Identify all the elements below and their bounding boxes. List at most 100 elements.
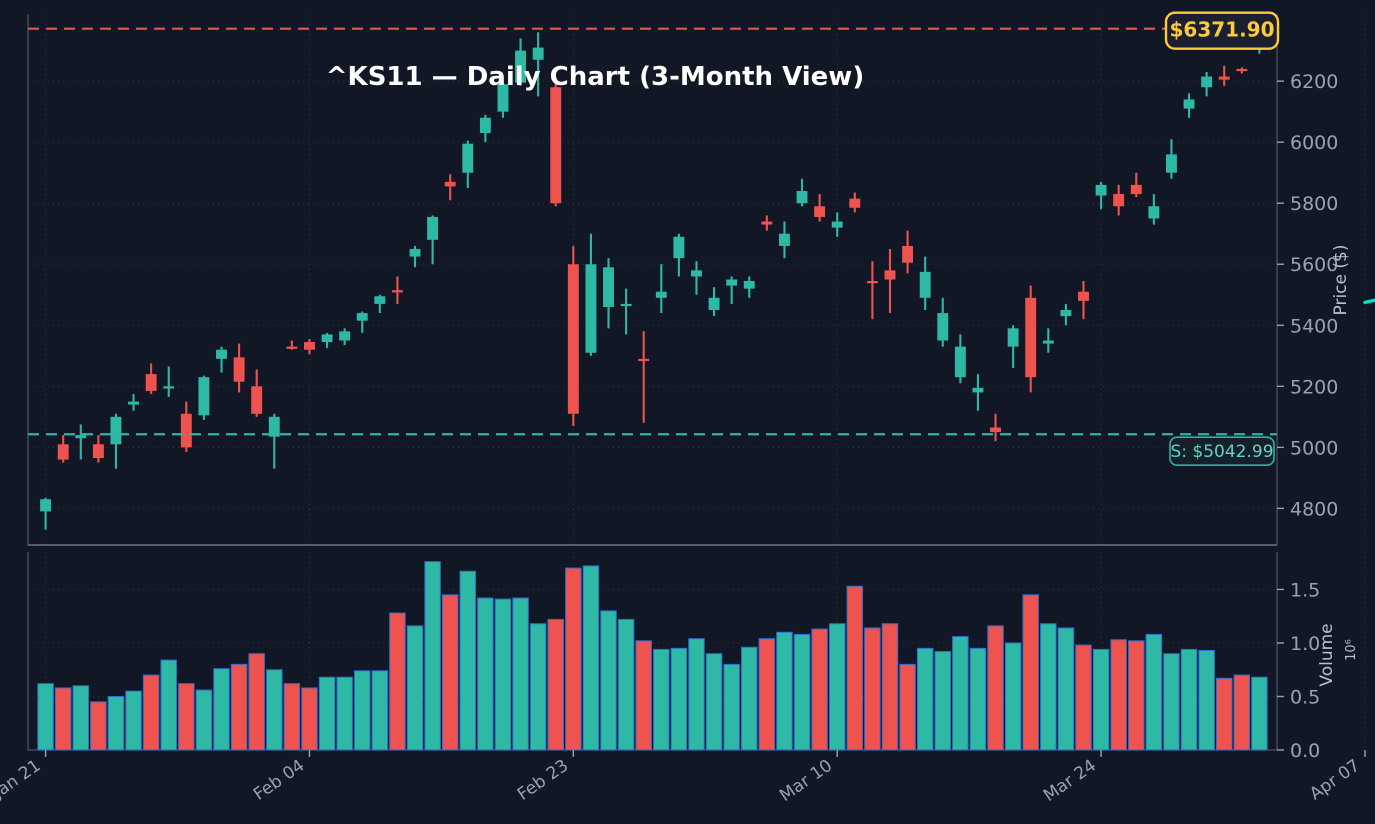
volume-bar-28[interactable] <box>529 623 547 751</box>
volume-bar-25[interactable] <box>477 597 494 751</box>
volume-bar-29[interactable] <box>547 618 564 751</box>
candle-body-18[interactable] <box>356 313 368 321</box>
candle-body-55[interactable] <box>1007 328 1019 347</box>
volume-bar-0[interactable] <box>37 683 54 751</box>
candle-body-25[interactable] <box>479 117 491 134</box>
volume-bar-19[interactable] <box>371 670 389 751</box>
candle-body-35[interactable] <box>655 291 667 298</box>
volume-bar-12[interactable] <box>248 653 265 751</box>
volume-bar-39[interactable] <box>723 663 740 751</box>
candle-body-68[interactable] <box>1236 68 1248 72</box>
candle-body-67[interactable] <box>1218 76 1230 80</box>
candle-body-13[interactable] <box>268 416 280 437</box>
candle-body-45[interactable] <box>831 221 843 228</box>
volume-bar-42[interactable] <box>776 631 793 751</box>
candle-body-2[interactable] <box>75 435 87 439</box>
volume-bar-16[interactable] <box>318 676 336 751</box>
volume-bar-10[interactable] <box>213 668 230 751</box>
candle-body-6[interactable] <box>145 374 157 391</box>
volume-bar-17[interactable] <box>336 676 353 751</box>
candle-body-12[interactable] <box>251 386 263 414</box>
candle-body-61[interactable] <box>1113 194 1125 207</box>
volume-bar-66[interactable] <box>1198 649 1215 751</box>
volume-bar-6[interactable] <box>142 674 160 751</box>
volume-bar-23[interactable] <box>441 594 459 751</box>
candle-body-7[interactable] <box>163 386 175 389</box>
volume-bar-32[interactable] <box>600 610 617 751</box>
volume-bar-18[interactable] <box>353 670 371 751</box>
volume-bar-68[interactable] <box>1233 674 1251 751</box>
volume-bar-54[interactable] <box>987 625 1004 751</box>
candle-body-49[interactable] <box>902 245 914 263</box>
candle-body-63[interactable] <box>1148 206 1160 219</box>
volume-bar-65[interactable] <box>1180 648 1198 751</box>
volume-bar-36[interactable] <box>670 647 688 751</box>
volume-bar-24[interactable] <box>459 570 477 751</box>
volume-bar-21[interactable] <box>406 625 424 751</box>
candle-body-17[interactable] <box>339 331 351 341</box>
volume-bar-7[interactable] <box>160 659 177 751</box>
volume-bar-34[interactable] <box>635 640 652 751</box>
candle-body-11[interactable] <box>233 357 245 382</box>
candle-body-4[interactable] <box>110 416 122 445</box>
candle-body-57[interactable] <box>1042 340 1054 344</box>
candle-body-1[interactable] <box>57 444 69 460</box>
volume-bar-61[interactable] <box>1110 639 1127 751</box>
candle-body-14[interactable] <box>286 346 298 349</box>
candle-body-59[interactable] <box>1078 291 1089 301</box>
candle-body-39[interactable] <box>726 279 738 286</box>
volume-bar-44[interactable] <box>811 628 828 751</box>
candle-body-0[interactable] <box>40 499 52 512</box>
candle-body-5[interactable] <box>128 401 140 405</box>
candle-body-29[interactable] <box>550 87 562 204</box>
candle-body-42[interactable] <box>778 233 790 246</box>
candle-body-8[interactable] <box>180 413 192 448</box>
candle-body-16[interactable] <box>321 334 333 343</box>
volume-bar-57[interactable] <box>1040 623 1057 751</box>
volume-bar-41[interactable] <box>758 638 776 751</box>
resistance-badge[interactable] <box>1164 11 1280 50</box>
volume-bar-53[interactable] <box>969 647 987 751</box>
candle-body-64[interactable] <box>1165 154 1177 173</box>
volume-bar-38[interactable] <box>705 653 723 751</box>
candle-body-62[interactable] <box>1130 184 1142 195</box>
candle-body-60[interactable] <box>1095 184 1107 196</box>
candle-body-52[interactable] <box>954 346 966 378</box>
volume-bar-1[interactable] <box>54 687 72 751</box>
candle-body-15[interactable] <box>304 342 315 350</box>
volume-bar-47[interactable] <box>864 627 881 751</box>
volume-bar-35[interactable] <box>653 648 670 751</box>
volume-bar-8[interactable] <box>178 683 195 751</box>
candle-body-19[interactable] <box>374 296 386 304</box>
candle-body-58[interactable] <box>1060 310 1072 317</box>
volume-bar-9[interactable] <box>195 689 213 751</box>
support-badge[interactable] <box>1169 436 1275 467</box>
candle-body-32[interactable] <box>603 267 614 307</box>
volume-bar-50[interactable] <box>916 647 934 751</box>
candle-body-20[interactable] <box>391 290 403 293</box>
volume-bar-43[interactable] <box>793 633 811 751</box>
volume-bar-37[interactable] <box>688 638 705 751</box>
volume-bar-48[interactable] <box>881 623 899 751</box>
volume-bar-2[interactable] <box>72 685 90 751</box>
candle-body-21[interactable] <box>409 248 421 257</box>
candle-body-51[interactable] <box>937 313 949 341</box>
volume-bar-62[interactable] <box>1128 640 1145 751</box>
volume-bar-14[interactable] <box>283 683 301 751</box>
volume-bar-3[interactable] <box>90 701 107 751</box>
candle-body-44[interactable] <box>814 206 826 217</box>
volume-bar-52[interactable] <box>952 636 969 751</box>
volume-bar-67[interactable] <box>1215 677 1233 751</box>
candle-body-47[interactable] <box>866 281 878 284</box>
volume-bar-51[interactable] <box>934 651 952 751</box>
volume-bar-15[interactable] <box>301 687 318 751</box>
candle-body-27[interactable] <box>515 50 527 83</box>
volume-bar-60[interactable] <box>1092 648 1110 751</box>
candle-body-50[interactable] <box>919 271 931 298</box>
candle-body-40[interactable] <box>743 281 755 289</box>
volume-bar-64[interactable] <box>1163 653 1180 751</box>
candle-body-26[interactable] <box>497 84 509 112</box>
volume-bar-27[interactable] <box>512 597 529 751</box>
candle-body-34[interactable] <box>638 358 650 362</box>
